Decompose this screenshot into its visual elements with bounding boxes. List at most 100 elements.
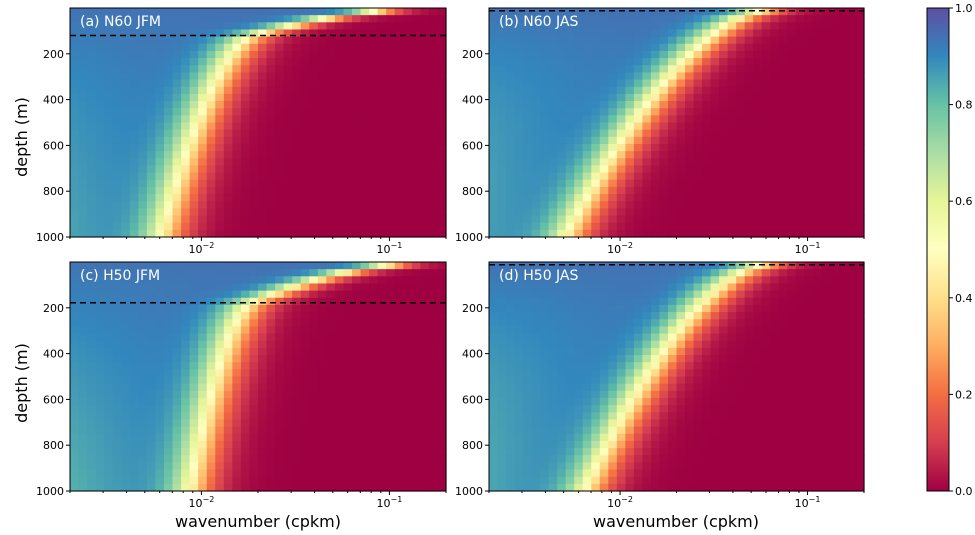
heatmap-cell: [292, 469, 302, 478]
heatmap-cell: [326, 86, 336, 95]
heatmap-cell: [155, 397, 165, 406]
heatmap-cell: [317, 215, 327, 224]
heatmap-cell: [155, 340, 165, 349]
heatmap-cell: [164, 93, 174, 102]
heatmap-cell: [352, 448, 362, 456]
heatmap-cell: [343, 297, 353, 306]
heatmap-cell: [804, 129, 814, 138]
heatmap-cell: [360, 129, 370, 138]
heatmap-cell: [215, 50, 225, 59]
heatmap-cell: [112, 136, 122, 145]
heatmap-cell: [369, 165, 379, 174]
heatmap-cell: [283, 469, 293, 478]
heatmap-cell: [625, 43, 635, 52]
heatmap-cell: [377, 65, 387, 74]
heatmap-cell: [403, 22, 413, 31]
heatmap-cell: [223, 369, 233, 378]
heatmap-cell: [650, 172, 661, 181]
heatmap-cell: [317, 172, 327, 181]
heatmap-cell: [258, 29, 268, 38]
heatmap-cell: [574, 115, 584, 124]
heatmap-cell: [497, 326, 507, 335]
heatmap-cell: [309, 333, 319, 342]
heatmap-cell: [377, 186, 387, 195]
heatmap-cell: [403, 426, 413, 435]
heatmap-cell: [394, 136, 404, 145]
heatmap-cell: [249, 419, 259, 428]
heatmap-cell: [249, 455, 259, 463]
heatmap-cell: [87, 108, 97, 116]
heatmap-cell: [608, 101, 618, 109]
heatmap-cell: [574, 340, 584, 349]
heatmap-cell: [411, 397, 421, 406]
heatmap-cell: [258, 283, 268, 292]
heatmap-cell: [710, 136, 720, 145]
heatmap-cell: [317, 448, 327, 456]
heatmap-cell: [548, 290, 558, 299]
heatmap-cell: [70, 36, 80, 45]
heatmap-cell: [95, 483, 105, 492]
heatmap-cell: [693, 29, 703, 38]
heatmap-cell: [829, 215, 840, 224]
heatmap-cell: [761, 143, 771, 152]
heatmap-cell: [104, 172, 114, 181]
heatmap-cell: [189, 58, 199, 66]
heatmap-cell: [283, 36, 293, 45]
heatmap-cell: [129, 276, 139, 285]
heatmap-cell: [591, 50, 601, 59]
heatmap-cell: [599, 283, 609, 292]
heatmap-cell: [685, 319, 695, 328]
heatmap-cell: [787, 22, 797, 31]
heatmap-cell: [702, 15, 712, 23]
heatmap-cell: [616, 43, 626, 52]
heatmap-cell: [206, 312, 216, 320]
heatmap-cell: [437, 151, 447, 159]
heatmap-cell: [386, 312, 396, 320]
heatmap-cell: [829, 79, 840, 88]
heatmap-cell: [591, 215, 601, 224]
heatmap-cell: [616, 151, 626, 159]
heatmap-cell: [727, 262, 737, 270]
heatmap-cell: [411, 419, 421, 428]
heatmap-cell: [275, 476, 285, 485]
heatmap-cell: [164, 22, 174, 31]
heatmap-cell: [121, 179, 131, 188]
heatmap-cell: [565, 43, 575, 52]
heatmap-cell: [497, 276, 507, 285]
heatmap-cell: [240, 390, 251, 399]
heatmap-cell: [523, 29, 533, 38]
heatmap-cell: [685, 333, 695, 342]
heatmap-cell: [249, 158, 259, 167]
heatmap-cell: [343, 179, 353, 188]
heatmap-cell: [146, 355, 157, 363]
heatmap-cell: [146, 115, 157, 124]
heatmap-cell: [352, 440, 362, 449]
heatmap-cell: [761, 93, 771, 102]
heatmap-cell: [514, 86, 524, 95]
heatmap-cell: [633, 208, 644, 217]
heatmap-cell: [761, 72, 771, 81]
heatmap-cell: [829, 151, 840, 159]
heatmap-cell: [394, 362, 404, 370]
heatmap-cell: [360, 65, 370, 74]
heatmap-cell: [428, 405, 439, 413]
heatmap-cell: [343, 448, 353, 456]
heatmap-cell: [428, 215, 439, 224]
heatmap-cell: [565, 72, 575, 81]
heatmap-cell: [838, 283, 848, 292]
heatmap-cell: [189, 469, 199, 478]
heatmap-cell: [326, 419, 336, 428]
heatmap-cell: [334, 179, 345, 188]
heatmap-cell: [676, 362, 686, 370]
heatmap-cell: [292, 433, 302, 442]
heatmap-cell: [104, 297, 114, 306]
heatmap-cell: [812, 319, 822, 328]
heatmap-cell: [676, 129, 686, 138]
heatmap-cell: [300, 194, 310, 202]
heatmap-cell: [266, 405, 276, 413]
heatmap-cell: [778, 29, 788, 38]
heatmap-cell: [428, 462, 439, 471]
heatmap-cell: [121, 172, 131, 181]
heatmap-cell: [164, 36, 174, 45]
heatmap-cell: [574, 108, 584, 116]
